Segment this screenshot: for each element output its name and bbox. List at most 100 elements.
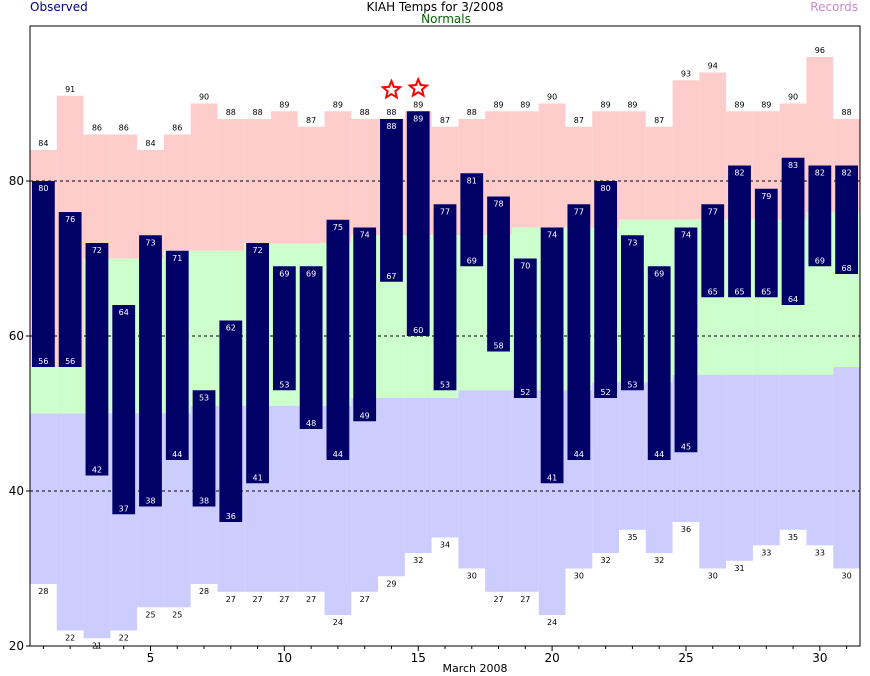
x-tick-label: 25 [678,651,693,665]
observed-bar [219,320,243,522]
observed-high-label: 75 [333,223,343,232]
observed-high-label: 82 [815,169,825,178]
x-tick-label: 15 [411,651,426,665]
y-tick-label: 40 [9,484,24,498]
record-low-label: 31 [734,564,744,573]
record-high-band [190,103,218,251]
record-low-label: 25 [145,610,155,619]
record-high-band [538,103,566,228]
observed-high-label: 89 [413,114,423,123]
record-high-label: 88 [842,108,852,117]
observed-high-label: 73 [145,238,155,247]
record-high-band [110,134,138,259]
record-low-band [779,374,807,530]
record-low-band [297,405,325,592]
observed-high-label: 53 [199,393,209,402]
record-high-label: 93 [681,69,691,78]
record-low-label: 25 [172,610,182,619]
record-low-label: 24 [333,618,343,627]
record-high-band [645,126,673,220]
observed-high-label: 81 [467,176,477,185]
record-high-band [270,111,298,243]
observed-high-label: 71 [172,254,182,263]
observed-bar [112,305,136,515]
record-low-band [833,367,860,569]
record-low-band [699,374,727,569]
x-tick-label: 30 [812,651,827,665]
record-low-band [431,398,459,538]
record-high-label: 94 [708,62,718,71]
observed-bar [835,165,858,274]
observed-bar [781,157,805,305]
observed-low-label: 52 [601,388,611,397]
observed-low-label: 69 [467,256,477,265]
record-high-band [163,134,191,251]
record-high-label: 86 [119,124,129,133]
record-high-label: 87 [306,116,316,125]
record-high-band [699,72,727,220]
observed-low-label: 69 [815,256,825,265]
record-high-band [619,111,646,220]
record-low-band [351,398,379,592]
observed-high-label: 70 [520,262,530,271]
record-high-label: 90 [199,93,209,102]
record-low-label: 27 [520,595,530,604]
observed-low-label: 44 [654,450,664,459]
observed-low-label: 65 [708,287,718,296]
observed-bar [406,111,430,336]
observed-high-label: 83 [788,161,798,170]
chart-title: KIAH Temps for 3/2008 [366,0,504,14]
record-high-label: 89 [413,100,423,109]
record-high-label: 88 [252,108,262,117]
observed-bar [58,212,82,367]
record-high-label: 89 [279,100,289,109]
observed-bar [594,181,618,398]
observed-high-label: 62 [226,324,236,333]
observed-low-label: 52 [520,388,530,397]
observed-bar [513,258,537,398]
record-high-band [351,119,379,236]
observed-low-label: 38 [145,497,155,506]
observed-high-label: 74 [360,231,370,240]
record-low-label: 27 [493,595,503,604]
observed-bar [487,196,510,352]
observed-bar [192,390,216,507]
observed-high-label: 77 [708,207,718,216]
record-high-label: 87 [574,116,584,125]
observed-high-label: 72 [92,246,102,255]
record-low-label: 35 [788,533,798,542]
record-high-band [217,119,245,251]
record-low-label: 30 [467,572,477,581]
observed-low-label: 37 [119,504,129,513]
observed-low-label: 44 [172,450,182,459]
observed-high-label: 79 [761,192,771,201]
observed-high-label: 74 [547,231,557,240]
record-low-band [619,382,646,530]
observed-high-label: 72 [252,246,262,255]
observed-bar [674,227,698,453]
observed-low-label: 68 [842,264,852,273]
normal-band [56,367,84,414]
record-star-icon [380,78,403,100]
record-low-label: 27 [306,595,316,604]
observed-bar [460,173,484,267]
observed-low-label: 44 [574,450,584,459]
record-low-band [806,374,834,546]
record-low-label: 32 [413,556,423,565]
record-low-label: 36 [681,525,691,534]
record-low-label: 35 [627,533,637,542]
record-high-band [511,111,539,228]
observed-low-label: 44 [333,450,343,459]
observed-bar [808,165,832,267]
y-tick-label: 20 [9,639,24,653]
y-tick-label: 60 [9,329,24,343]
x-axis-label: March 2008 [442,662,507,675]
observed-high-label: 77 [440,207,450,216]
x-tick-label: 20 [544,651,559,665]
observed-bar [728,165,751,298]
observed-low-label: 67 [386,272,396,281]
record-low-label: 29 [386,579,396,588]
observed-low-label: 53 [279,380,289,389]
record-low-label: 33 [761,548,771,557]
